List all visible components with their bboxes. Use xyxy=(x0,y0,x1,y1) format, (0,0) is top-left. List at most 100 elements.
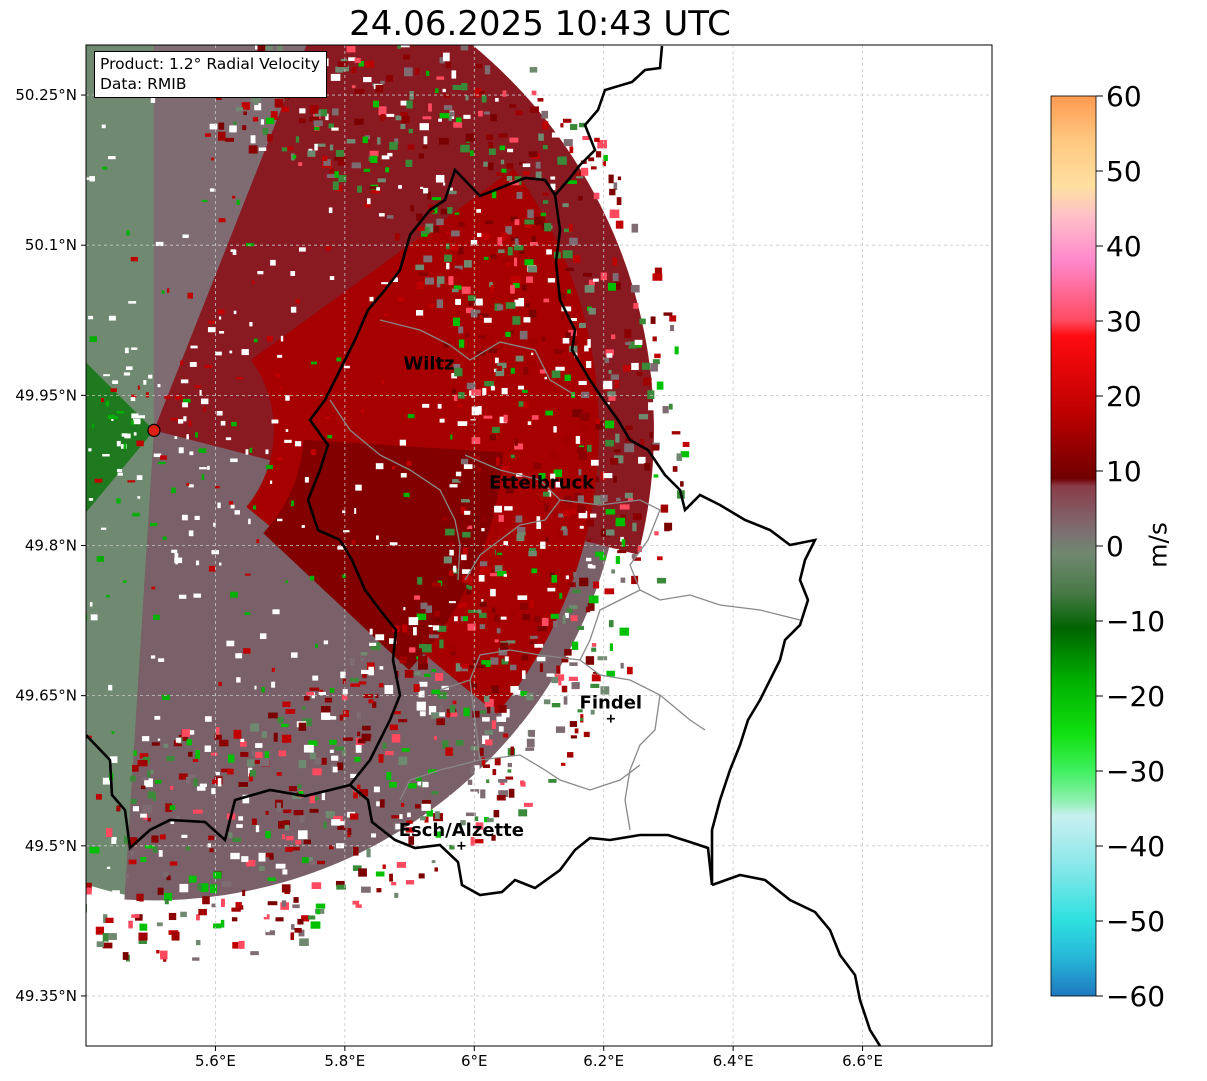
echo-gate xyxy=(391,734,401,743)
echo-gate xyxy=(495,368,505,377)
echo-gate xyxy=(519,330,528,340)
colorbar-tick-label: −50 xyxy=(1106,905,1165,938)
echo-gate xyxy=(362,725,371,731)
echo-gate xyxy=(169,786,174,790)
echo-gate xyxy=(421,227,430,235)
echo-gate xyxy=(100,527,107,530)
echo-gate xyxy=(570,735,577,739)
echo-gate xyxy=(299,938,309,946)
echo-gate xyxy=(488,162,494,171)
echo-gate xyxy=(439,57,445,64)
echo-gate xyxy=(410,15,413,21)
echo-gate xyxy=(302,718,312,727)
echo-gate xyxy=(378,754,384,763)
echo-gate xyxy=(298,760,307,769)
echo-gate xyxy=(137,496,141,499)
echo-gate xyxy=(527,209,534,219)
echo-gate xyxy=(595,551,604,557)
echo-gate xyxy=(501,387,508,395)
echo-gate xyxy=(484,698,494,708)
echo-gate xyxy=(668,403,673,410)
echo-gate xyxy=(213,923,222,929)
echo-gate xyxy=(188,530,194,537)
echo-gate xyxy=(486,818,494,823)
echo-gate xyxy=(285,395,290,401)
echo-gate xyxy=(381,380,384,384)
echo-gate xyxy=(293,897,299,903)
echo-gate xyxy=(476,467,481,472)
echo-gate xyxy=(555,481,562,488)
echo-gate xyxy=(580,412,590,421)
echo-gate xyxy=(656,577,667,584)
echo-gate xyxy=(214,734,222,740)
echo-gate xyxy=(60,406,67,409)
echo-gate xyxy=(219,739,229,747)
echo-gate xyxy=(529,106,539,113)
country-border-luxembourg-belgium xyxy=(86,45,664,851)
echo-gate xyxy=(487,706,491,714)
echo-gate xyxy=(422,781,429,788)
echo-gate xyxy=(324,697,333,703)
echo-gate xyxy=(406,820,413,824)
echo-gate xyxy=(321,712,331,720)
echo-gate xyxy=(607,402,610,405)
echo-gate xyxy=(437,403,442,409)
echo-gate xyxy=(23,10,30,16)
echo-gate xyxy=(518,401,524,407)
echo-gate xyxy=(12,583,17,585)
echo-gate xyxy=(19,131,26,136)
echo-gate xyxy=(590,709,595,715)
echo-gate xyxy=(483,111,490,115)
echo-gate xyxy=(318,691,327,695)
echo-gate xyxy=(180,379,189,384)
echo-gate xyxy=(337,546,344,550)
echo-gate xyxy=(495,547,503,556)
echo-gate xyxy=(435,174,445,183)
echo-gate xyxy=(207,465,210,470)
echo-gate xyxy=(278,750,287,757)
echo-gate xyxy=(483,256,489,260)
echo-gate xyxy=(19,240,23,243)
echo-gate xyxy=(338,174,347,183)
echo-gate xyxy=(484,816,489,823)
echo-gate xyxy=(88,315,94,320)
city-label: Findel xyxy=(580,693,643,714)
echo-gate xyxy=(203,406,206,412)
echo-gate xyxy=(248,518,251,525)
echo-gate xyxy=(198,448,207,453)
echo-gate xyxy=(613,449,621,453)
echo-gate xyxy=(235,653,243,659)
echo-gate xyxy=(422,116,432,120)
echo-gate xyxy=(72,154,80,160)
echo-gate xyxy=(510,292,519,300)
echo-gate xyxy=(576,447,584,454)
echo-gate xyxy=(337,157,346,166)
echo-gate xyxy=(660,504,669,513)
echo-gate xyxy=(232,942,239,949)
echo-gate xyxy=(460,506,466,514)
echo-gate xyxy=(367,198,371,205)
echo-gate xyxy=(315,860,325,865)
echo-gate xyxy=(466,584,470,589)
echo-gate xyxy=(290,306,297,313)
colorbar-tick-label: −20 xyxy=(1106,680,1165,713)
echo-gate xyxy=(24,601,28,607)
echo-gate xyxy=(249,321,253,327)
echo-gate xyxy=(443,342,449,348)
city-marker xyxy=(457,841,466,850)
echo-gate xyxy=(553,469,563,477)
echo-gate xyxy=(580,167,589,176)
echo-gate xyxy=(514,298,525,307)
echo-gate xyxy=(25,461,32,466)
echo-gate xyxy=(448,601,456,604)
echo-gate xyxy=(139,923,148,931)
echo-gate xyxy=(490,657,499,665)
echo-gate xyxy=(248,773,253,782)
echo-gate xyxy=(365,60,374,68)
echo-gate xyxy=(375,871,385,877)
city-marker xyxy=(606,714,615,723)
echo-gate xyxy=(290,652,298,658)
echo-gate xyxy=(415,310,424,316)
echo-gate xyxy=(599,555,607,561)
echo-gate xyxy=(234,38,241,43)
